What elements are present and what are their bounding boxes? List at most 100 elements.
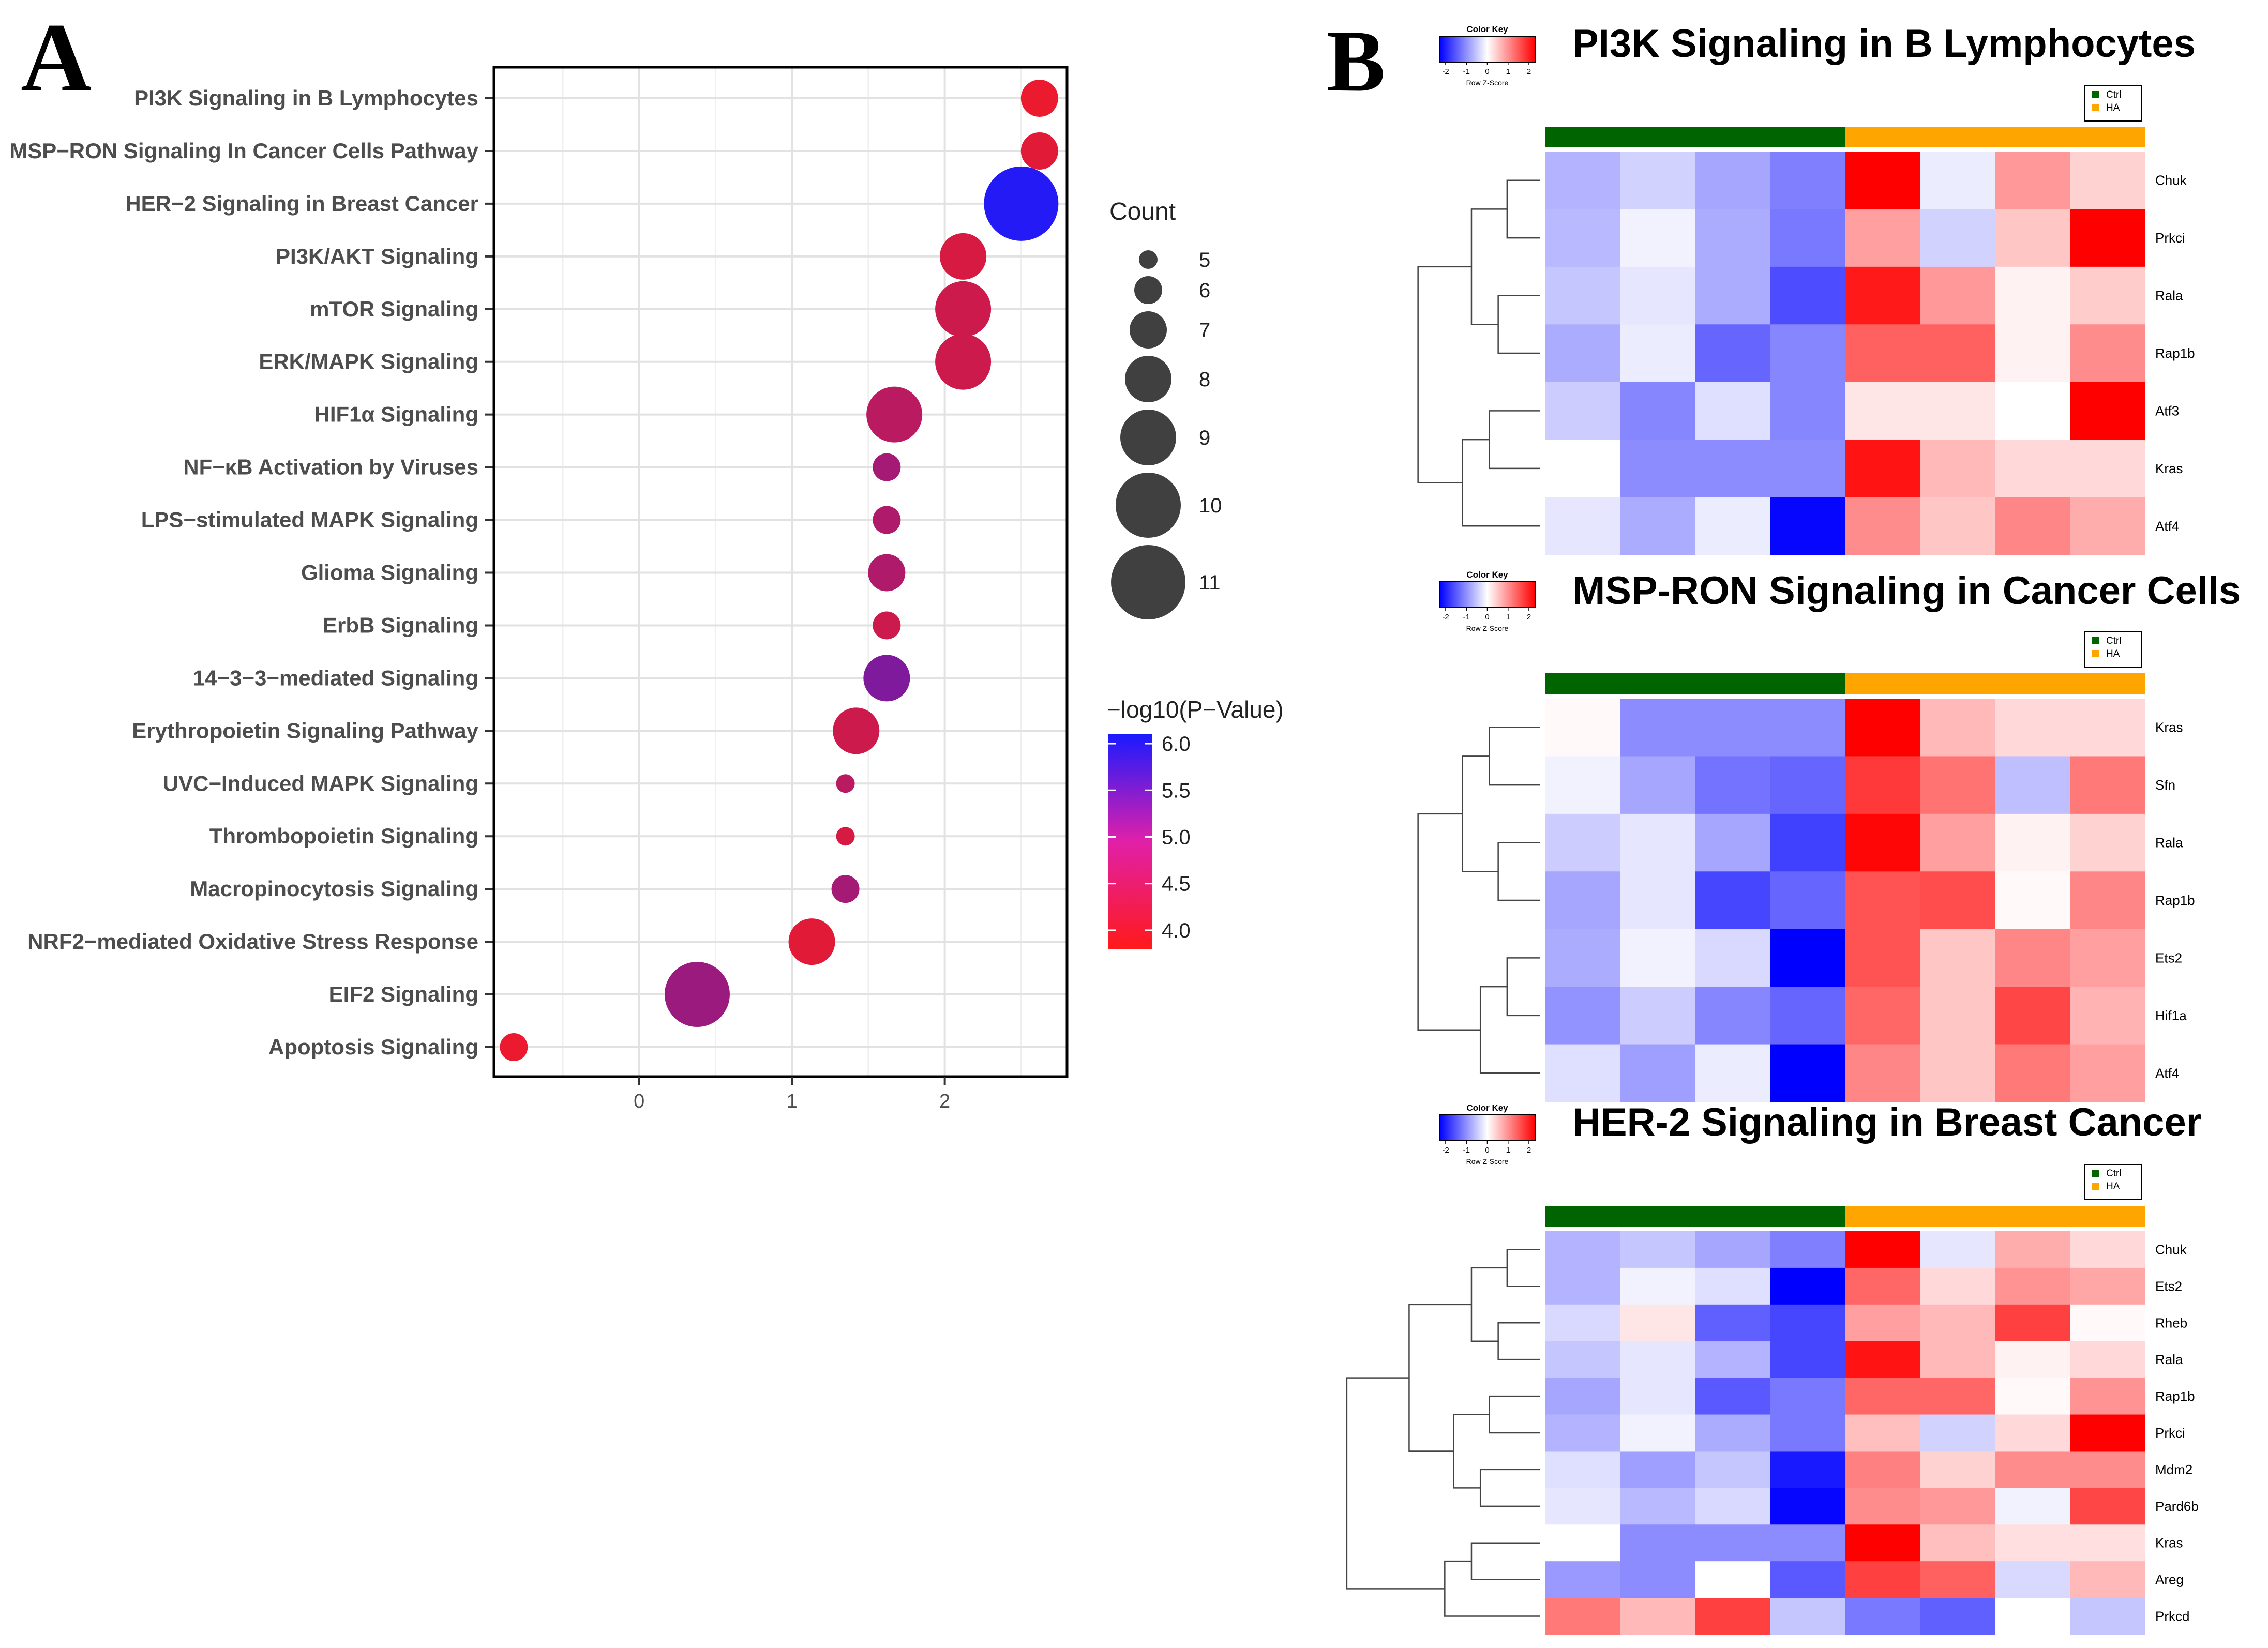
y-tick-label-hif1-signaling: HIF1α Signaling (314, 402, 478, 427)
heatmap-cell (2070, 1267, 2145, 1305)
color-key-label: 1 (1506, 1146, 1510, 1155)
heatmap-cell (1995, 1341, 2070, 1379)
heatmap-cell (1770, 266, 1845, 325)
heatmap-cell (1845, 382, 1920, 440)
heatmap-cell (1845, 1267, 1920, 1305)
gene-label-hif1a: Hif1a (2155, 1008, 2187, 1023)
heatmap-cell (1995, 987, 2070, 1045)
group-bar-ha (1845, 673, 2145, 694)
legend-count-circle (1116, 473, 1181, 538)
heatmap-cell (1620, 1451, 1695, 1488)
heatmap-cell (1695, 209, 1770, 267)
legend-color-bar (1108, 734, 1152, 949)
y-tick-label-msp-ron-signaling-in-cancer-cells-pathway: MSP−RON Signaling In Cancer Cells Pathwa… (9, 139, 478, 163)
group-legend-label: HA (2106, 648, 2120, 659)
gene-label-kras: Kras (2155, 720, 2183, 735)
heatmap-cell (1695, 699, 1770, 757)
heatmap-cell (1545, 1341, 1620, 1379)
group-legend-label: HA (2106, 1181, 2120, 1192)
heatmap-cell (1995, 1231, 2070, 1268)
x-tick-label: 2 (939, 1091, 950, 1112)
heatmap-cell (1920, 497, 1995, 555)
legend-count-label: 9 (1199, 427, 1210, 449)
group-legend-swatch (2092, 91, 2099, 98)
heatmap-cell (1545, 266, 1620, 325)
heatmap-title: MSP-RON Signaling in Cancer Cells (1572, 569, 2241, 613)
gene-label-prkci: Prkci (2155, 1425, 2185, 1441)
heatmap-cell (1995, 1524, 2070, 1562)
bubble-lps-stimulated-mapk-signaling (873, 506, 901, 534)
heatmap-cell (1695, 929, 1770, 987)
heatmap-cell (1695, 1378, 1770, 1415)
heatmap-cell (1845, 1451, 1920, 1488)
gene-label-prkcd: Prkcd (2155, 1609, 2189, 1624)
legend-count-circle (1120, 410, 1176, 465)
legend-count-circle (1111, 545, 1185, 619)
heatmap-cell (1695, 987, 1770, 1045)
color-key-label: 2 (1527, 613, 1531, 622)
bubble-macropinocytosis-signaling (831, 875, 860, 903)
heatmap-cell (2070, 1488, 2145, 1525)
heatmap-cell (1620, 1378, 1695, 1415)
legend-color-label: 5.5 (1162, 779, 1191, 802)
heatmap-cell (2070, 1414, 2145, 1452)
heatmap-cell (1545, 929, 1620, 987)
heatmap-cell (1920, 813, 1995, 872)
heatmap-cell (1770, 756, 1845, 814)
heatmap-cell (1845, 1231, 1920, 1268)
heatmap-cell (2070, 699, 2145, 757)
color-key-title: Color Key (1466, 570, 1508, 580)
heatmap-cell (1695, 813, 1770, 872)
heatmap-cell (1995, 1561, 2070, 1598)
heatmap-cell (1995, 497, 2070, 555)
color-key-label: -2 (1442, 67, 1449, 76)
heatmap-cell (1770, 152, 1845, 210)
heatmap-cell (1845, 699, 1920, 757)
heatmap-cell (1995, 813, 2070, 872)
heatmap-cell (1995, 209, 2070, 267)
heatmap-cell (1845, 1378, 1920, 1415)
heatmap-cell (1545, 1524, 1620, 1562)
heatmap-cell (1995, 1598, 2070, 1635)
dendrogram-branch (1444, 1560, 1540, 1617)
heatmap-title: HER-2 Signaling in Breast Cancer (1572, 1100, 2201, 1144)
heatmap-cell (1620, 1267, 1695, 1305)
heatmap-cell (1995, 1378, 2070, 1415)
heatmap-cell (1545, 1451, 1620, 1488)
dendrogram-branch (1417, 266, 1471, 483)
dendrogram-branch (1462, 755, 1498, 872)
heatmap-cell (1920, 756, 1995, 814)
gene-label-areg: Areg (2155, 1572, 2184, 1587)
color-key-label: 1 (1506, 613, 1510, 622)
gene-label-atf3: Atf3 (2155, 403, 2179, 418)
y-tick-label-apoptosis-signaling: Apoptosis Signaling (268, 1035, 478, 1059)
heatmap-cell (1545, 1414, 1620, 1452)
heatmap-cell (1770, 987, 1845, 1045)
heatmap-cell (1770, 1488, 1845, 1525)
heatmap-cell (1920, 1231, 1995, 1268)
bubble-erbb-signaling (873, 611, 901, 640)
heatmap-cell (1545, 382, 1620, 440)
heatmap-cell (1920, 1524, 1995, 1562)
group-bar-ha (1845, 127, 2145, 147)
heatmap-cell (1695, 1488, 1770, 1525)
dendrogram-branch (1497, 295, 1540, 354)
y-tick-label-erk-mapk-signaling: ERK/MAPK Signaling (259, 350, 478, 374)
heatmap-cell (1695, 382, 1770, 440)
heatmap-cell (2070, 209, 2145, 267)
heatmap-cell (1545, 987, 1620, 1045)
bubble-glioma-signaling (868, 554, 906, 592)
heatmap-cell (1770, 209, 1845, 267)
heatmap-cell (1770, 1524, 1845, 1562)
bubble-mtor-signaling (935, 281, 992, 337)
legend-count-circle (1139, 250, 1158, 269)
heatmap-cell (1770, 813, 1845, 872)
y-tick-label-thrombopoietin-signaling: Thrombopoietin Signaling (209, 824, 478, 848)
color-key-label: 0 (1485, 613, 1489, 622)
bubble-erythropoietin-signaling-pathway (833, 707, 880, 754)
heatmap-cell (1920, 209, 1995, 267)
heatmap-cell (1545, 1044, 1620, 1102)
heatmap-cell (1770, 382, 1845, 440)
heatmap-cell (1920, 440, 1995, 498)
y-tick-label-nrf2-mediated-oxidative-stress-response: NRF2−mediated Oxidative Stress Response (27, 929, 478, 954)
